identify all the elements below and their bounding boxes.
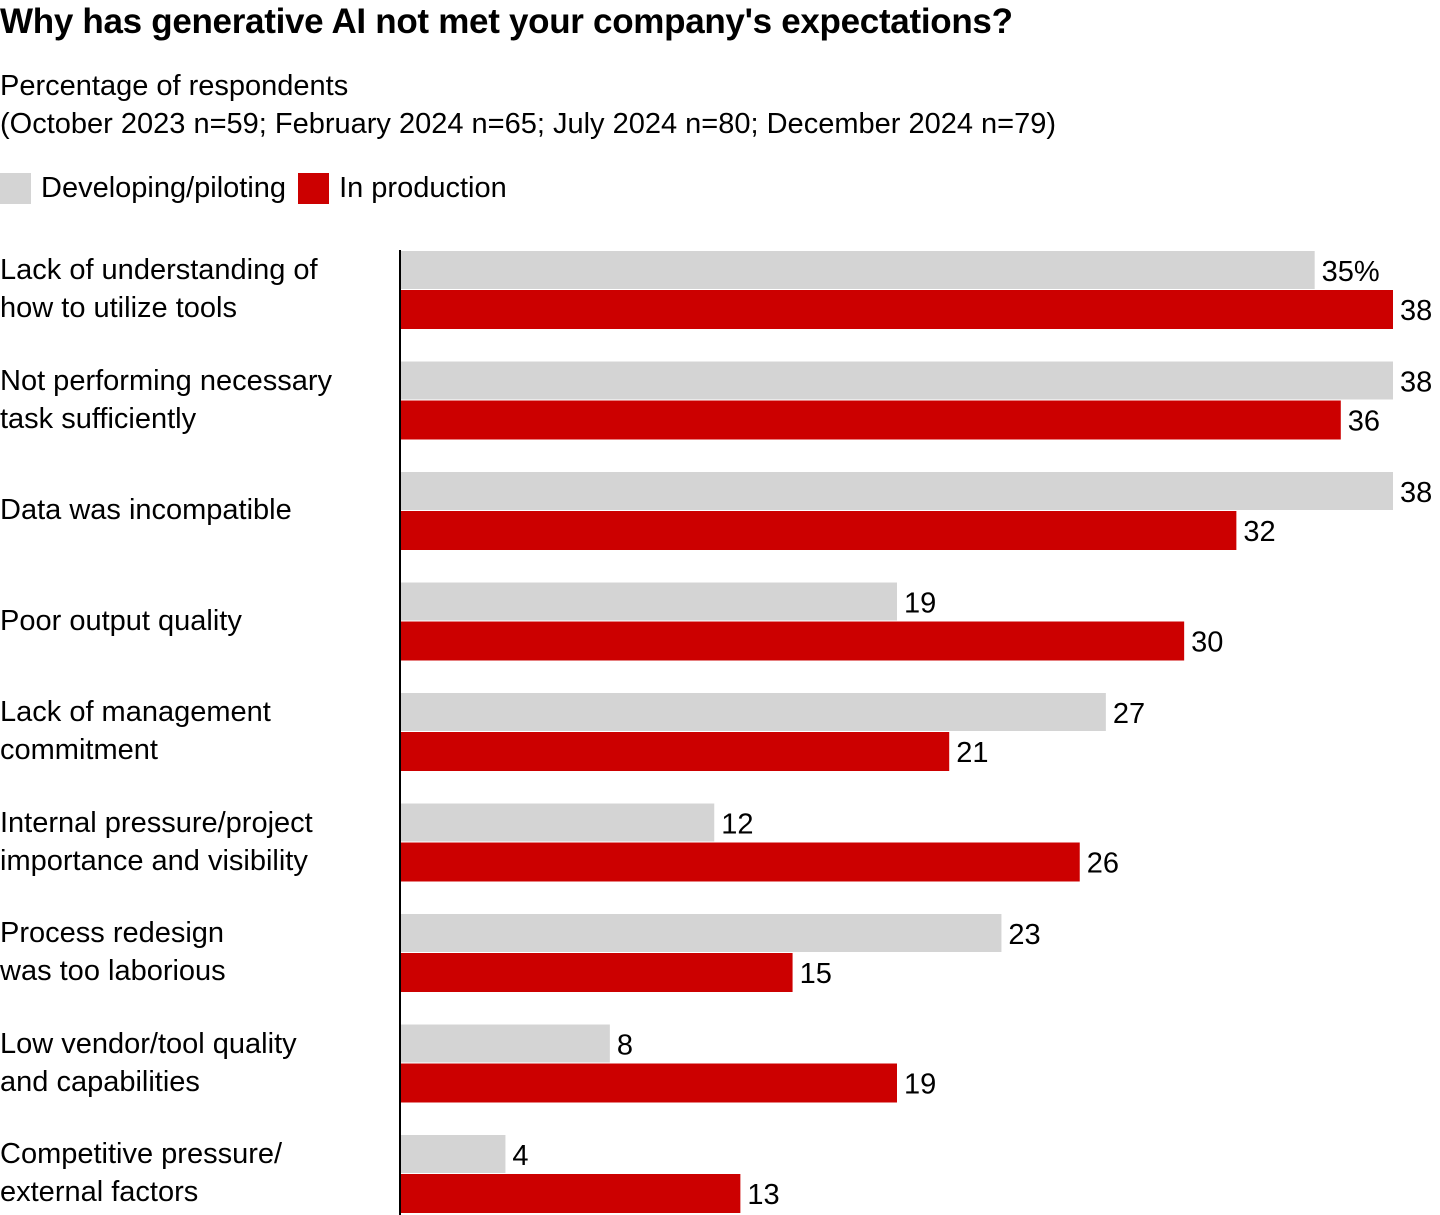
data-label: 30 xyxy=(1191,627,1223,659)
category-label: Not performing necessary task sufficientl… xyxy=(0,362,332,438)
bar-production xyxy=(401,953,793,992)
bar-production xyxy=(401,732,950,771)
category-label-line: task sufficiently xyxy=(0,402,197,435)
category-label-line: Process redesign xyxy=(0,917,225,949)
data-label: 21 xyxy=(956,737,988,769)
bar-production xyxy=(401,842,1080,882)
category-label-line: importance and visibility xyxy=(0,844,308,877)
data-label: 35% xyxy=(1322,256,1380,288)
legend-swatch-developing xyxy=(0,173,31,204)
data-label: 26 xyxy=(1087,848,1119,880)
data-label: 15 xyxy=(800,958,832,990)
bar-developing xyxy=(401,914,1002,952)
data-label: 32 xyxy=(1243,516,1275,548)
legend: Developing/piloting In production xyxy=(0,172,519,205)
data-label: 4 xyxy=(512,1140,528,1172)
bar-production xyxy=(401,1174,741,1213)
data-label: 36 xyxy=(1348,406,1380,438)
bar-developing xyxy=(401,1024,610,1063)
category-label: Poor output quality xyxy=(0,602,242,640)
category-label: Low vendor/tool quality and capabilities xyxy=(0,1025,297,1101)
data-label: 8 xyxy=(617,1030,633,1062)
data-label: 38 xyxy=(1400,367,1432,399)
category-label: Data was incompatible xyxy=(0,491,292,529)
category-label-line: Lack of understanding of xyxy=(0,254,318,286)
category-label-line: Internal pressure/project xyxy=(0,806,313,839)
data-label: 38 xyxy=(1400,295,1432,327)
category-label-line: Low vendor/tool quality xyxy=(0,1027,297,1060)
bar-production xyxy=(401,621,1185,661)
chart-subtitle: Percentage of respondents xyxy=(0,70,349,102)
bar-developing xyxy=(401,693,1106,731)
bar-production xyxy=(401,290,1393,329)
category-label-line: how to utilize tools xyxy=(0,292,237,324)
category-label-line: Competitive pressure/ xyxy=(0,1138,283,1170)
category-label-line: and capabilities xyxy=(0,1065,200,1098)
data-label: 23 xyxy=(1008,919,1040,951)
bar-developing xyxy=(401,803,715,842)
category-label: Internal pressure/project importance and … xyxy=(0,804,313,880)
category-label-line: Data was incompatible xyxy=(0,494,292,526)
category-label-line: Not performing necessary xyxy=(0,364,333,397)
category-label: Lack of understanding of how to utilize t… xyxy=(0,251,318,327)
chart-note: (October 2023 n=59; February 2024 n=65; … xyxy=(0,108,1056,140)
data-label: 12 xyxy=(721,809,753,841)
data-label: 27 xyxy=(1113,698,1145,730)
category-label: Process redesign was too laborious xyxy=(0,914,226,990)
legend-label-production: In production xyxy=(339,172,507,204)
legend-swatch-production xyxy=(298,173,330,204)
category-label: Competitive pressure/external factors xyxy=(0,1135,282,1211)
data-label: 19 xyxy=(904,1069,936,1101)
category-label-line: Lack of management xyxy=(0,696,271,728)
data-label: 38 xyxy=(1400,477,1432,509)
bar-developing xyxy=(401,361,1393,400)
data-label: 19 xyxy=(904,588,936,620)
bar-developing xyxy=(401,251,1315,289)
legend-label-developing: Developing/piloting xyxy=(41,172,287,204)
category-label-line: Poor output quality xyxy=(0,604,242,637)
category-label-line: external factors xyxy=(0,1176,199,1208)
bar-developing xyxy=(401,582,897,621)
chart-title: Why has generative AI not met your compa… xyxy=(0,2,1013,41)
bar-developing xyxy=(401,472,1393,510)
data-label: 13 xyxy=(747,1179,779,1211)
category-label-line: was too laborious xyxy=(0,955,226,987)
category-label-line: commitment xyxy=(0,734,158,766)
bar-production xyxy=(401,511,1237,550)
bar-production xyxy=(401,400,1341,440)
category-label: Lack of management commitment xyxy=(0,693,271,769)
bar-production xyxy=(401,1063,897,1103)
bar-developing xyxy=(401,1135,506,1173)
